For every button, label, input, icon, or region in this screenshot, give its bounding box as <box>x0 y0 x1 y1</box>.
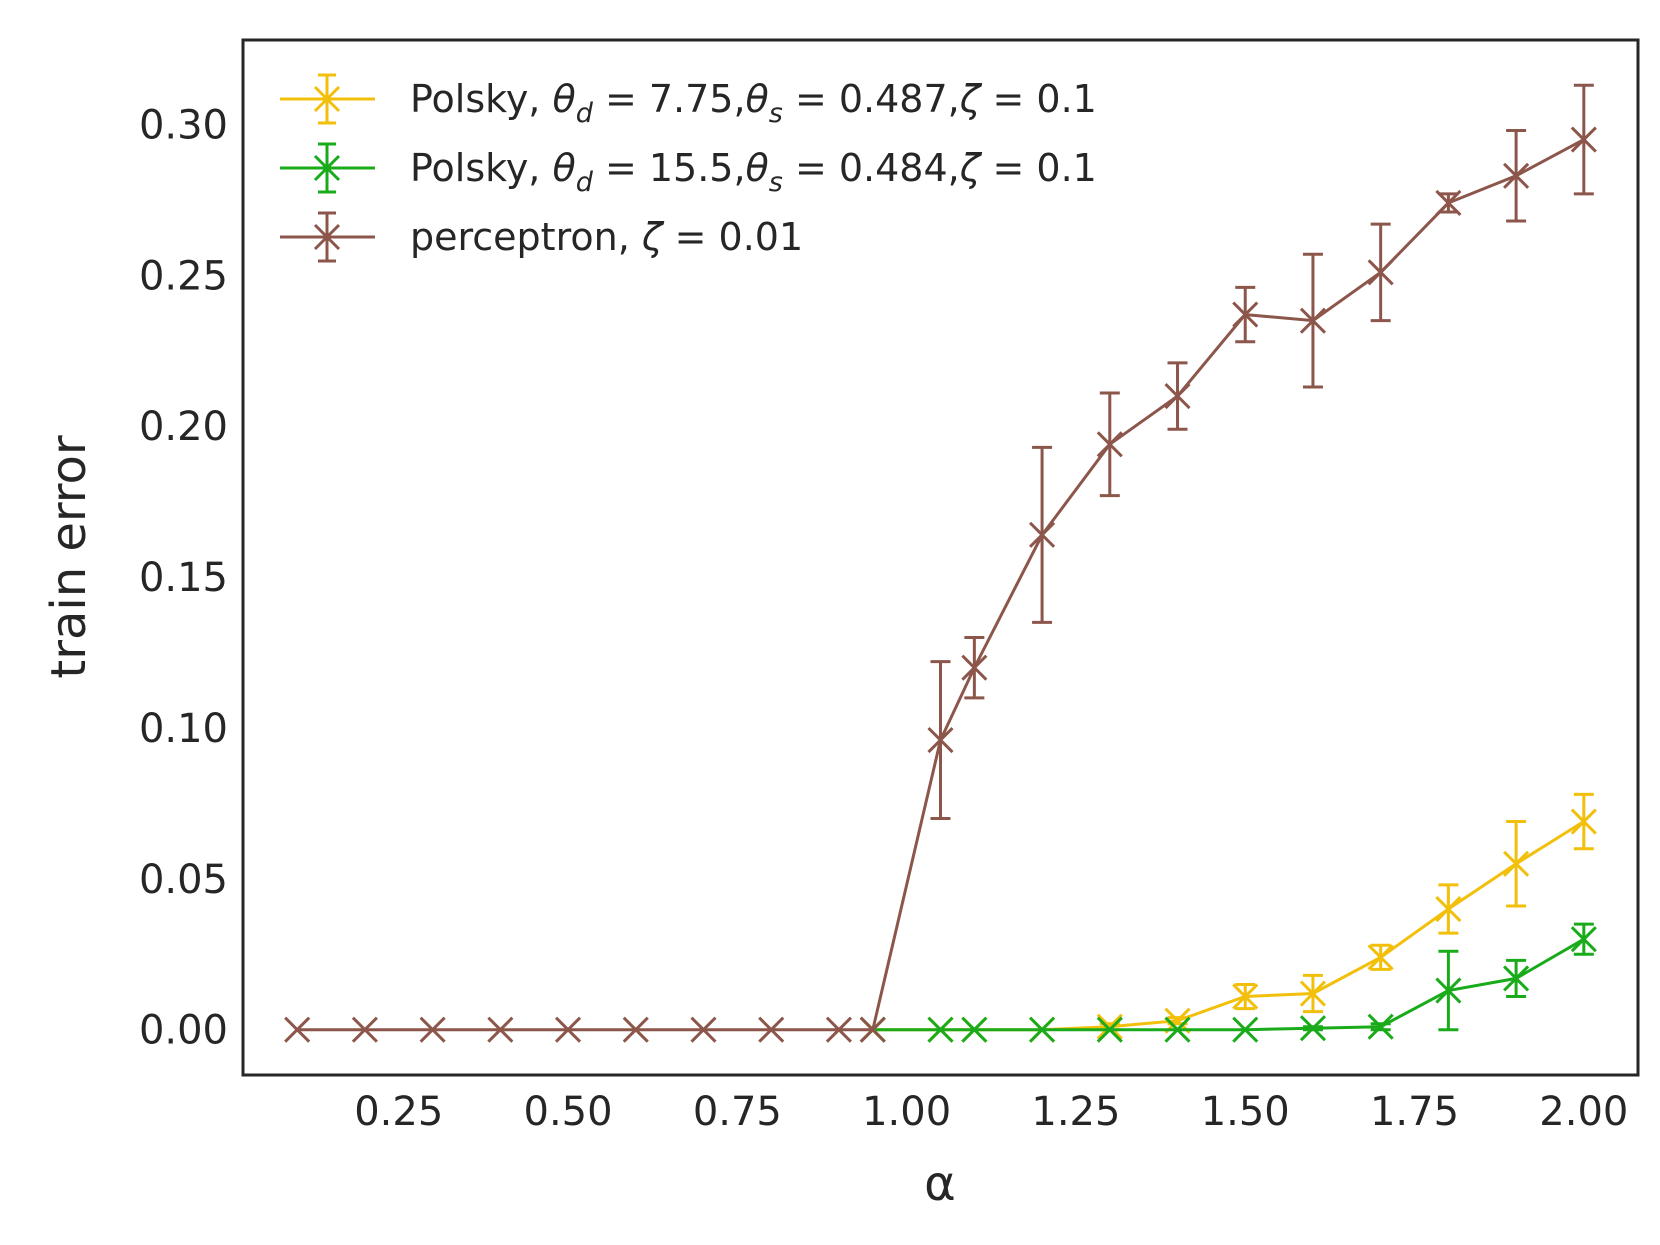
data-point <box>1029 1016 1056 1043</box>
y-tick-label: 0.25 <box>139 253 228 299</box>
axis-ticks: 0.25 0.50 0.75 1.00 1.25 1.50 1.75 2.00 0.00 0.05… <box>139 102 1628 1135</box>
legend-value: = 7.75, <box>593 77 746 121</box>
series-2 <box>284 83 1597 1043</box>
legend-value: = 0.484, <box>783 146 960 190</box>
data-point <box>419 1016 446 1043</box>
legend-value: = 0.01 <box>663 215 804 259</box>
legend-prefix: perceptron, <box>410 215 642 259</box>
data-point <box>1503 965 1530 992</box>
data-point <box>1435 977 1462 1004</box>
data-point <box>1435 189 1462 217</box>
x-tick-label: 0.25 <box>354 1089 443 1135</box>
legend-value: = 15.5, <box>593 146 746 190</box>
x-tick-label: 2.00 <box>1539 1089 1628 1135</box>
x-tick-label: 1.50 <box>1201 1089 1290 1135</box>
legend-swatch-marker <box>313 154 341 182</box>
y-tick-label: 0.20 <box>139 404 228 450</box>
legend-swatch-marker <box>313 85 341 113</box>
legend-label: Polsky, θd = 15.5,θs = 0.484,ζ = 0.1 <box>410 146 1097 198</box>
data-point <box>1232 301 1259 328</box>
series-line <box>872 937 1585 1032</box>
legend-symbol: θ <box>552 77 575 121</box>
data-point <box>961 1016 988 1043</box>
data-point <box>284 1016 311 1043</box>
x-tick-label: 0.75 <box>693 1089 782 1135</box>
legend-symbol: ζ <box>959 77 983 121</box>
data-point <box>487 1016 514 1043</box>
data-point <box>1096 431 1123 458</box>
data-point <box>1299 307 1327 334</box>
x-tick-label: 1.75 <box>1370 1089 1459 1135</box>
data-point <box>1367 944 1394 971</box>
legend-symbol: θ <box>746 146 769 190</box>
legend-entry: Polsky, θd = 15.5,θs = 0.484,ζ = 0.1 <box>280 142 1097 198</box>
legend-symbol: ζ <box>959 146 983 190</box>
data-point <box>690 1016 717 1043</box>
data-point <box>927 1016 954 1043</box>
y-tick-label: 0.30 <box>139 102 228 148</box>
x-axis-label: α <box>924 1156 956 1212</box>
legend-entry: Polsky, θd = 7.75,θs = 0.487,ζ = 0.1 <box>280 73 1097 129</box>
legend-value: = 0.487, <box>783 77 960 121</box>
data-point <box>859 1016 886 1043</box>
data-point <box>1164 1016 1191 1043</box>
data-point <box>1570 808 1597 835</box>
data-point <box>1299 980 1327 1007</box>
plot-frame <box>241 38 1640 1077</box>
data-point <box>1570 926 1597 953</box>
legend-symbol: ζ <box>641 215 665 259</box>
series-1 <box>859 922 1597 1043</box>
legend-subscript: s <box>769 98 783 129</box>
data-point <box>825 1016 852 1043</box>
legend-symbol: θ <box>746 77 769 121</box>
data-point <box>1096 1013 1123 1040</box>
data-point <box>554 1016 582 1043</box>
legend-value: = 0.1 <box>980 146 1096 190</box>
y-tick-label: 0.05 <box>139 857 228 903</box>
data-point <box>1029 521 1056 548</box>
legend-entry: perceptron, ζ = 0.01 <box>280 211 803 263</box>
data-point <box>927 726 954 754</box>
legend-symbol: θ <box>552 146 575 190</box>
data-point <box>1435 895 1462 923</box>
legend-label: Polsky, θd = 7.75,θs = 0.487,ζ = 0.1 <box>410 77 1097 129</box>
y-axis-label: train error <box>41 435 97 678</box>
y-tick-label: 0.10 <box>139 706 228 752</box>
legend-value: = 0.1 <box>980 77 1096 121</box>
x-tick-label: 1.00 <box>862 1089 951 1135</box>
data-point <box>622 1016 649 1043</box>
plot-area <box>284 83 1597 1043</box>
y-tick-label: 0.00 <box>139 1008 228 1054</box>
legend-subscript: d <box>576 98 594 129</box>
data-point <box>1367 1013 1394 1040</box>
legend-prefix: Polsky, <box>410 146 552 190</box>
data-point <box>1096 1016 1123 1043</box>
data-point <box>1367 259 1394 286</box>
data-point <box>1503 850 1530 877</box>
data-point <box>1299 1015 1327 1042</box>
data-point <box>1232 983 1259 1010</box>
data-point <box>961 654 988 681</box>
data-point <box>1164 383 1191 410</box>
data-point <box>1570 126 1597 153</box>
legend-label: perceptron, ζ = 0.01 <box>410 215 803 259</box>
legend: Polsky, θd = 7.75,θs = 0.487,ζ = 0.1Pols… <box>280 73 1097 263</box>
legend-subscript: d <box>576 167 594 198</box>
data-point <box>1232 1016 1259 1043</box>
legend-subscript: s <box>769 167 783 198</box>
x-tick-label: 1.25 <box>1031 1089 1120 1135</box>
legend-prefix: Polsky, <box>410 77 552 121</box>
y-tick-label: 0.15 <box>139 555 228 601</box>
x-tick-label: 0.50 <box>524 1089 613 1135</box>
data-point <box>758 1016 785 1043</box>
data-point <box>1503 162 1530 189</box>
data-point <box>351 1016 378 1043</box>
legend-swatch-marker <box>313 223 341 251</box>
